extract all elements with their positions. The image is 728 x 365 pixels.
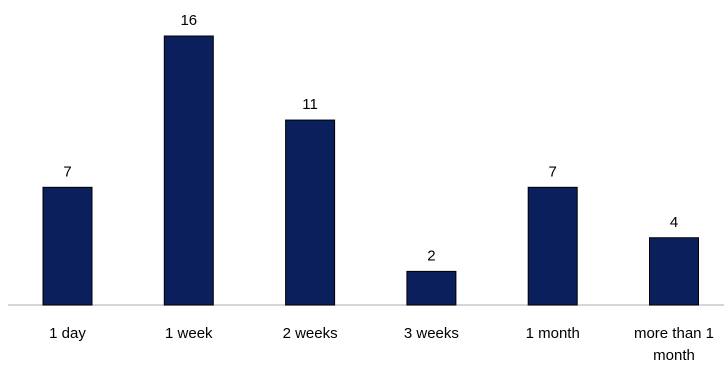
- bar: [42, 186, 93, 306]
- category-label-line: more than 1: [634, 325, 714, 342]
- bar: [285, 119, 336, 306]
- category-label: 3 weeks: [404, 325, 459, 342]
- data-labels-group: 7 16 11 2 7 4: [63, 12, 678, 264]
- bar: [527, 186, 578, 306]
- bar: [406, 270, 457, 306]
- category-label: 1 day: [49, 325, 86, 342]
- data-label: 2: [427, 247, 435, 264]
- data-label: 16: [180, 12, 197, 29]
- category-label: more than 1 month: [634, 325, 714, 364]
- category-label-line: 3 weeks: [404, 325, 459, 342]
- data-label: 4: [670, 214, 678, 231]
- data-label: 11: [302, 96, 318, 113]
- category-label: 1 month: [526, 325, 580, 342]
- bar: [649, 237, 699, 306]
- category-label: 1 week: [165, 325, 213, 342]
- category-label-line: 2 weeks: [283, 325, 338, 342]
- category-label-line: 1 day: [49, 325, 86, 342]
- category-label-line: 1 week: [165, 325, 213, 342]
- category-label-line: month: [653, 347, 695, 364]
- data-label: 7: [63, 163, 71, 180]
- data-label: 7: [549, 163, 557, 180]
- bar: [163, 35, 214, 306]
- category-labels-group: 1 day 1 week 2 weeks 3 weeks 1 month more tha…: [49, 325, 714, 364]
- bars-group: [42, 35, 699, 306]
- category-label: 2 weeks: [283, 325, 338, 342]
- category-label-line: 1 month: [526, 325, 580, 342]
